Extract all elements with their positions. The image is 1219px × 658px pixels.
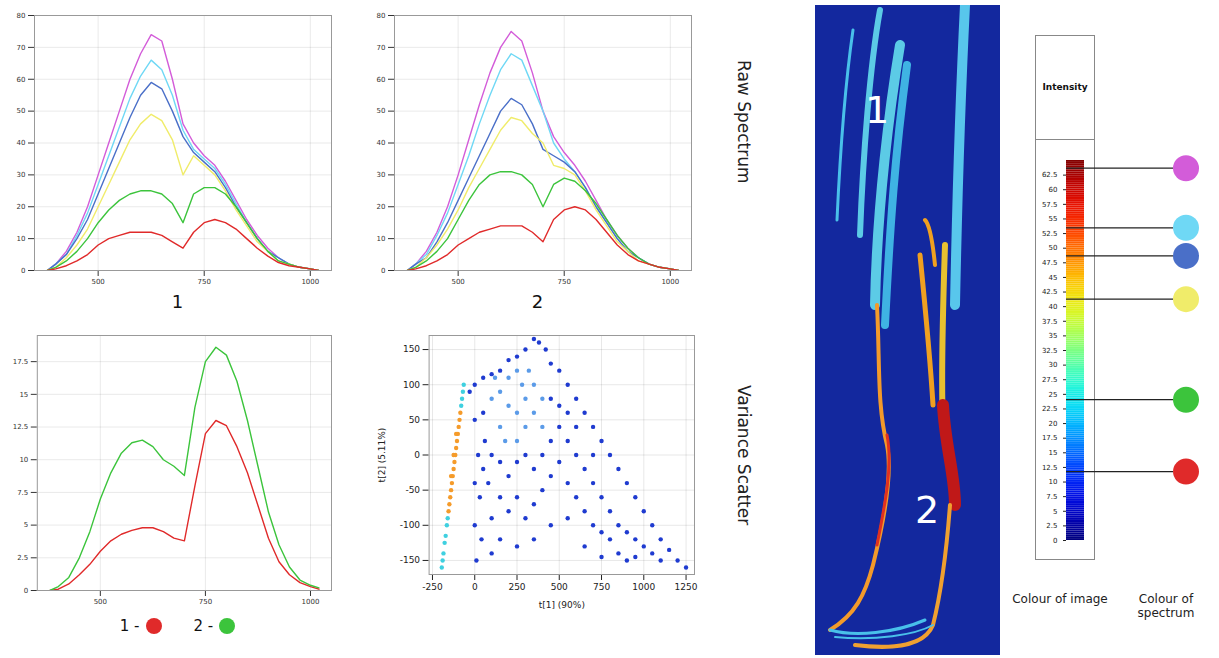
- svg-text:37.5: 37.5: [1042, 318, 1058, 326]
- svg-text:1000: 1000: [301, 278, 319, 286]
- svg-text:20: 20: [377, 203, 386, 211]
- html-text:2: 2: [531, 291, 544, 312]
- svg-text:57.5: 57.5: [1042, 201, 1058, 209]
- svg-text:2: 2: [915, 488, 939, 532]
- svg-text:52.5: 52.5: [1042, 230, 1058, 238]
- svg-text:5: 5: [24, 521, 28, 529]
- svg-text:t[1] (90%): t[1] (90%): [539, 600, 585, 610]
- html-text:Raw Spectrum: Raw Spectrum: [734, 60, 754, 184]
- html-text:1 -: 1 -: [119, 616, 140, 635]
- svg-text:70: 70: [17, 44, 26, 52]
- svg-text:60: 60: [377, 75, 386, 83]
- svg-text:-250: -250: [422, 582, 443, 592]
- svg-text:25: 25: [1049, 391, 1058, 399]
- svg-text:60: 60: [17, 75, 26, 83]
- svg-text:0: 0: [1053, 537, 1057, 545]
- svg-text:60: 60: [1049, 186, 1058, 194]
- svg-text:-100: -100: [400, 520, 421, 530]
- svg-text:70: 70: [377, 44, 386, 52]
- svg-text:15: 15: [1049, 449, 1058, 457]
- svg-text:40: 40: [17, 139, 26, 147]
- html-text:Variance Scatter: Variance Scatter: [734, 385, 754, 526]
- svg-text:0: 0: [381, 267, 385, 275]
- svg-text:20: 20: [1049, 420, 1058, 428]
- svg-text:10: 10: [1049, 478, 1058, 486]
- svg-text:32.5: 32.5: [1042, 347, 1058, 355]
- svg-text:0: 0: [21, 267, 25, 275]
- svg-text:750: 750: [593, 582, 610, 592]
- svg-text:17.5: 17.5: [1042, 434, 1058, 442]
- svg-text:12.5: 12.5: [13, 423, 29, 431]
- svg-text:-150: -150: [400, 555, 421, 565]
- svg-text:22.5: 22.5: [1042, 405, 1058, 413]
- svg-text:30: 30: [377, 171, 386, 179]
- svg-text:27.5: 27.5: [1042, 376, 1058, 384]
- svg-text:50: 50: [17, 107, 26, 115]
- svg-text:750: 750: [199, 598, 212, 606]
- svg-text:50: 50: [409, 415, 421, 425]
- svg-text:1: 1: [865, 88, 889, 132]
- svg-text:7.5: 7.5: [1046, 493, 1057, 501]
- svg-text:62.5: 62.5: [1042, 171, 1058, 179]
- svg-text:500: 500: [91, 278, 104, 286]
- html-text:Intensity: Intensity: [1042, 82, 1088, 92]
- svg-text:55: 55: [1049, 215, 1058, 223]
- svg-text:50: 50: [377, 107, 386, 115]
- svg-text:500: 500: [451, 278, 464, 286]
- html-text:Colour of image: Colour of image: [1012, 592, 1108, 606]
- svg-text:80: 80: [377, 12, 386, 20]
- svg-text:1000: 1000: [632, 582, 655, 592]
- svg-text:10: 10: [17, 235, 26, 243]
- svg-text:1000: 1000: [661, 278, 679, 286]
- svg-text:750: 750: [558, 278, 571, 286]
- svg-text:t[2] (5.11%): t[2] (5.11%): [377, 428, 387, 483]
- svg-text:80: 80: [17, 12, 26, 20]
- svg-text:7.5: 7.5: [17, 489, 28, 497]
- html-text:2 -: 2 -: [193, 616, 214, 635]
- svg-text:40: 40: [1049, 303, 1058, 311]
- svg-text:10: 10: [19, 456, 28, 464]
- svg-text:-50: -50: [405, 485, 420, 495]
- svg-text:250: 250: [508, 582, 525, 592]
- svg-text:2.5: 2.5: [17, 554, 28, 562]
- svg-text:10: 10: [377, 235, 386, 243]
- html-text:Colour of spectrum: Colour of spectrum: [1137, 592, 1195, 620]
- svg-text:35: 35: [1049, 332, 1058, 340]
- svg-text:20: 20: [17, 203, 26, 211]
- svg-text:47.5: 47.5: [1042, 259, 1058, 267]
- svg-text:15: 15: [19, 391, 28, 399]
- svg-text:0: 0: [24, 587, 28, 595]
- svg-text:0: 0: [472, 582, 478, 592]
- svg-text:5: 5: [1053, 508, 1057, 516]
- svg-text:12.5: 12.5: [1042, 464, 1058, 472]
- svg-text:100: 100: [403, 380, 420, 390]
- svg-text:17.5: 17.5: [13, 358, 29, 366]
- svg-text:45: 45: [1049, 274, 1058, 282]
- svg-text:42.5: 42.5: [1042, 288, 1058, 296]
- svg-text:500: 500: [551, 582, 568, 592]
- html-text:1: 1: [171, 291, 184, 312]
- svg-text:2.5: 2.5: [1046, 522, 1057, 530]
- svg-text:30: 30: [1049, 361, 1058, 369]
- svg-text:150: 150: [403, 344, 420, 354]
- svg-text:500: 500: [94, 598, 107, 606]
- svg-text:1000: 1000: [302, 598, 320, 606]
- svg-text:50: 50: [1049, 244, 1058, 252]
- svg-text:750: 750: [198, 278, 211, 286]
- svg-text:40: 40: [377, 139, 386, 147]
- svg-text:30: 30: [17, 171, 26, 179]
- svg-text:1250: 1250: [675, 582, 698, 592]
- svg-text:0: 0: [414, 450, 420, 460]
